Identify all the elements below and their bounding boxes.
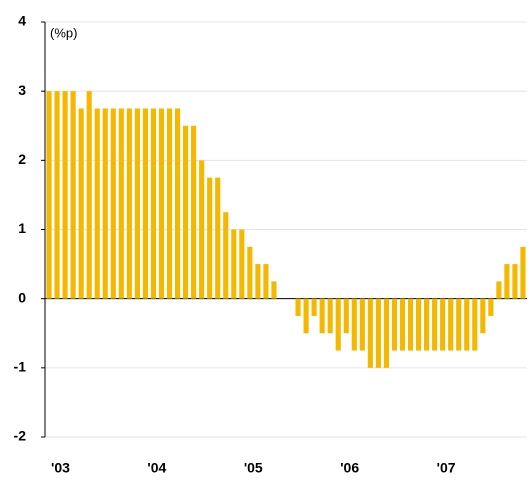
bar	[255, 264, 261, 299]
bar	[239, 229, 245, 299]
bar	[247, 246, 253, 299]
bar	[54, 91, 60, 299]
bar	[62, 91, 68, 299]
bar	[488, 298, 494, 316]
bar	[351, 298, 357, 351]
bar	[399, 298, 406, 351]
bar	[70, 91, 76, 299]
bar	[335, 298, 341, 351]
bar	[311, 298, 317, 316]
bar	[504, 264, 510, 299]
bar	[126, 108, 132, 299]
bar	[102, 108, 108, 299]
bar	[271, 281, 277, 299]
bar	[86, 91, 92, 299]
y-tick-label: -2	[14, 428, 27, 444]
x-tick-label: '04	[147, 460, 166, 476]
bar	[512, 264, 518, 299]
bar	[166, 108, 173, 299]
bar	[464, 298, 470, 351]
bar	[215, 177, 221, 299]
bar	[191, 125, 197, 299]
bar	[183, 125, 189, 299]
y-tick-label: 0	[18, 289, 26, 305]
bar	[118, 108, 124, 299]
bar	[359, 298, 365, 351]
bar	[223, 212, 229, 299]
bar	[440, 298, 446, 351]
bar	[448, 298, 454, 351]
y-tick-label: 3	[18, 82, 26, 98]
bar	[263, 264, 269, 299]
bar	[480, 298, 486, 334]
bar	[199, 160, 205, 299]
unit-label: (%p)	[50, 25, 77, 40]
bar	[158, 108, 165, 299]
bar	[46, 91, 52, 299]
x-tick-label: '05	[244, 460, 263, 476]
bar	[231, 229, 237, 299]
y-tick-label: 1	[18, 220, 26, 236]
bar	[375, 298, 381, 368]
bar	[110, 108, 116, 299]
bar	[432, 298, 438, 351]
x-tick-label: '03	[51, 460, 70, 476]
bar	[295, 298, 301, 316]
bar	[472, 298, 478, 351]
x-tick-label: '07	[437, 460, 456, 476]
bar	[150, 108, 157, 299]
bar	[391, 298, 398, 351]
bar	[496, 281, 502, 299]
bar	[142, 108, 148, 299]
bar	[456, 298, 462, 351]
bar	[174, 108, 181, 299]
bar	[327, 298, 333, 334]
y-tick-label: -1	[14, 359, 27, 375]
bar	[303, 298, 309, 334]
y-tick-label: 4	[18, 13, 26, 29]
bar	[207, 177, 213, 299]
bar	[94, 108, 100, 299]
bar	[343, 298, 349, 334]
bar	[367, 298, 373, 368]
x-tick-label: '06	[340, 460, 359, 476]
bar	[520, 246, 526, 299]
y-tick-label: 2	[18, 151, 26, 167]
bar	[383, 298, 389, 368]
bar	[424, 298, 430, 351]
bar	[407, 298, 414, 351]
bar	[134, 108, 140, 299]
bar	[319, 298, 325, 334]
bar	[78, 108, 84, 299]
bar	[415, 298, 422, 351]
